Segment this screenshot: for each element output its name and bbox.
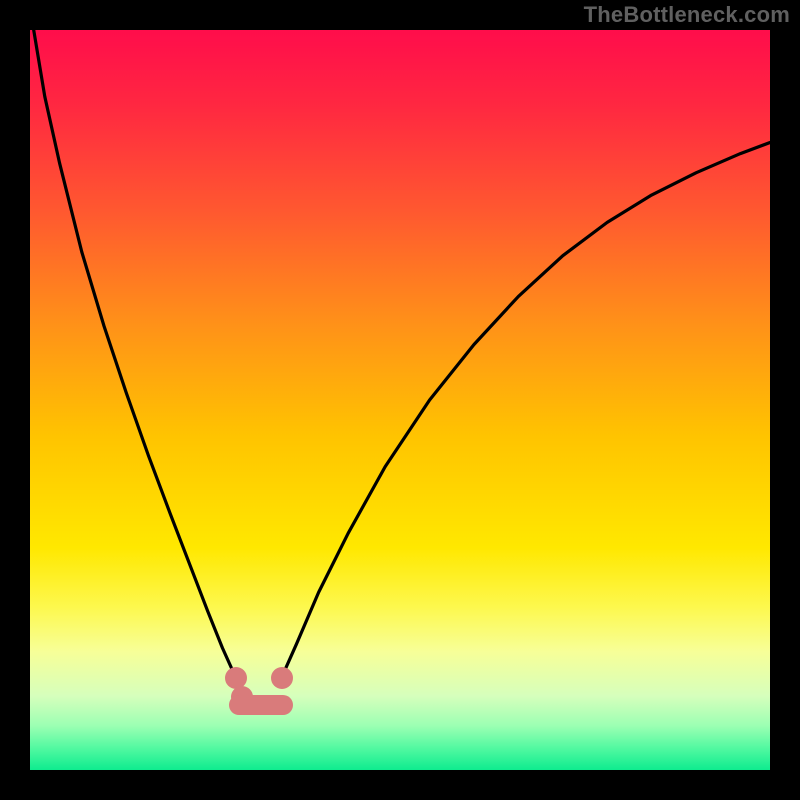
curve-marker	[225, 667, 247, 689]
plot-area	[30, 30, 770, 770]
chart-root: TheBottleneck.com	[0, 0, 800, 800]
marker-group	[30, 30, 770, 770]
curve-marker	[271, 667, 293, 689]
watermark-text: TheBottleneck.com	[584, 2, 790, 28]
curve-bottom-bar	[229, 695, 292, 715]
